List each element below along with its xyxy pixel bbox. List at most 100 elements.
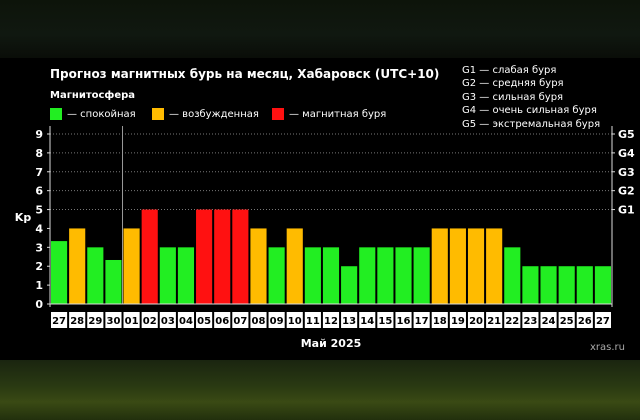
day-label: 01 [125,316,139,327]
day-label-box [576,312,593,328]
bar-25-28 [558,266,575,304]
bar-28-1 [69,228,86,304]
day-label: 16 [397,316,411,327]
bar-14-17 [359,247,376,304]
y-tick-label: 7 [35,166,43,179]
bar-26-29 [576,266,593,304]
bar-09-12 [268,247,285,304]
day-label-box [522,312,539,328]
bar-05-8 [196,209,213,304]
storm-scale-g5: G5 — экстремальная буря [462,118,601,130]
x-axis-title: Май 2025 [301,337,362,350]
bar-04-7 [177,247,195,304]
day-label: 20 [469,316,483,327]
bar-18-21 [431,228,448,304]
bar-24-27 [540,266,557,304]
day-label: 02 [143,316,157,327]
day-label-box [214,312,231,328]
day-label-box [159,312,176,328]
bar-07-10 [232,209,249,304]
day-label: 03 [161,316,175,327]
day-label: 21 [487,316,501,327]
day-label-box [413,312,430,328]
day-label: 25 [560,316,574,327]
y-tick-label: 6 [35,185,43,198]
day-label-box [105,312,122,328]
y-tick-label: 4 [35,222,43,235]
day-label-box [69,312,86,328]
bar-15-18 [377,247,394,304]
day-label-box [304,312,321,328]
bar-21-24 [486,228,503,304]
day-label: 15 [378,316,392,327]
day-label-box [286,312,303,328]
legend-quiet-swatch [50,108,62,120]
day-label: 24 [542,316,556,327]
bar-27-30 [594,266,611,304]
day-label: 30 [106,316,120,327]
day-label-box [359,312,376,328]
bar-17-20 [413,247,430,304]
y-tick-label: 0 [35,298,43,311]
chart-title: Прогноз магнитных бурь на месяц, Хабаров… [50,67,440,81]
day-label: 23 [523,316,537,327]
day-label: 17 [415,316,429,327]
chart-panel [0,58,640,360]
day-label-box [594,312,611,328]
legend-quiet: — спокойная [50,108,136,120]
day-label: 07 [233,316,247,327]
day-label: 10 [288,316,302,327]
day-label: 29 [88,316,102,327]
bar-19-22 [449,228,466,304]
day-label-box [250,312,267,328]
day-label: 12 [324,316,338,327]
bar-01-4 [123,228,140,304]
bar-11-14 [304,247,321,304]
bar-03-6 [159,247,176,304]
day-label: 09 [270,316,284,327]
day-label: 06 [215,316,229,327]
watermark: xras.ru [590,342,625,353]
storm-scale-g3: G3 — сильная буря [462,91,564,103]
y-tick-label: 5 [35,204,43,217]
legend-excited-label: — возбужденная [169,108,259,120]
bar-10-13 [286,228,303,304]
g-tick-label: G2 [618,185,635,198]
legend-excited-swatch [152,108,164,120]
y-tick-label: 2 [35,260,43,273]
bar-30-3 [105,259,122,304]
bar-02-5 [141,209,158,304]
day-label-box [196,312,213,328]
bar-22-25 [504,247,521,304]
day-label-box [504,312,521,328]
day-label: 27 [52,316,66,327]
storm-scale-legend: G1 — слабая буря G2 — средняя буря G3 — … [462,64,600,131]
y-tick-label: 8 [35,147,43,160]
day-label: 11 [306,316,320,327]
day-label: 13 [342,316,356,327]
legend-excited: — возбужденная [152,108,259,120]
top-background [0,0,640,58]
day-label: 04 [179,316,193,327]
legend-storm: — магнитная буря [272,108,386,120]
day-label-box [141,312,158,328]
day-label-box [395,312,412,328]
y-tick-label: 9 [35,128,43,141]
day-label-box [558,312,575,328]
y-tick-label: 3 [35,241,43,254]
day-label-box [123,312,140,328]
day-label-box [431,312,448,328]
day-label: 27 [596,316,610,327]
day-label-box [87,312,104,328]
day-label: 18 [433,316,447,327]
day-label: 19 [451,316,465,327]
bar-13-16 [341,266,358,304]
day-label-box [177,312,195,328]
y-tick-label: 1 [35,279,43,292]
day-label: 22 [505,316,519,327]
day-label-box [341,312,358,328]
bottom-background [0,360,640,420]
bar-06-9 [214,209,231,304]
day-label: 08 [252,316,266,327]
bar-27-0 [51,241,68,304]
